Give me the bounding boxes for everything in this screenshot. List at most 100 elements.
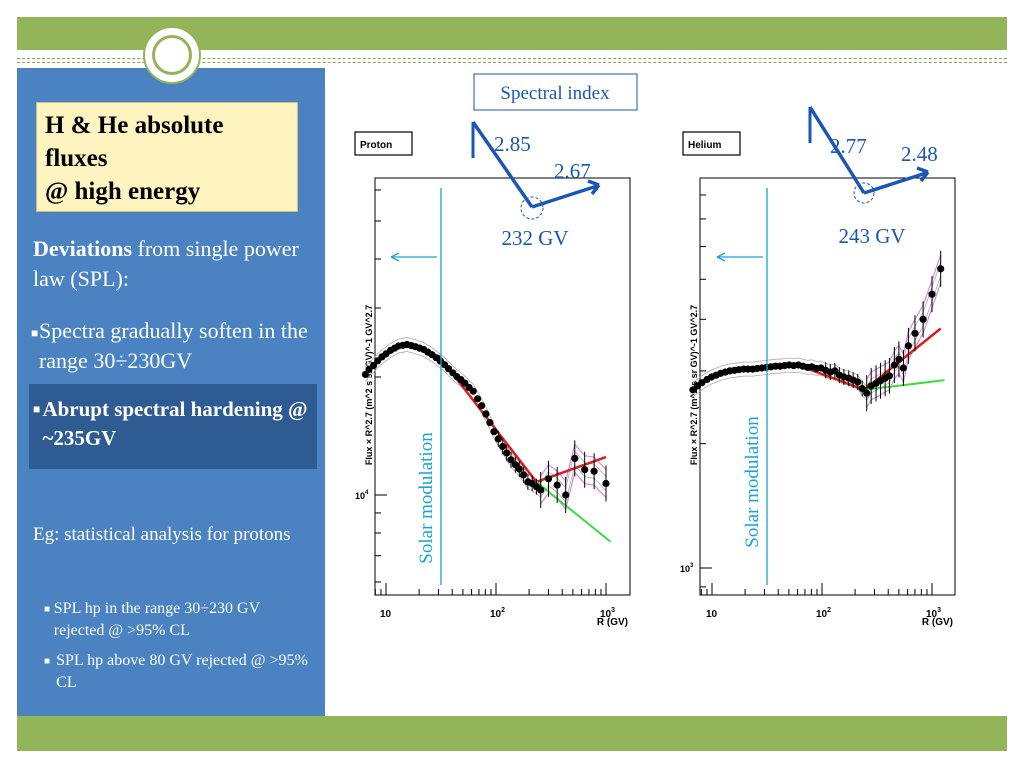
spectral-index-annotations: Spectral index 2.85 2.67 232 GV 2.77 2.48 243 … bbox=[471, 73, 938, 250]
x-axis-title: R (GV) bbox=[597, 617, 628, 628]
helium-break-label: 243 GV bbox=[838, 224, 905, 248]
index-arrow-icon bbox=[531, 184, 598, 209]
data-point bbox=[911, 329, 919, 337]
x-axis-title: R (GV) bbox=[922, 617, 953, 628]
data-point bbox=[571, 454, 579, 462]
panel-title-box bbox=[354, 131, 413, 156]
circle-emblem-icon bbox=[143, 26, 201, 84]
data-point bbox=[461, 379, 469, 387]
data-point bbox=[899, 364, 908, 372]
systematic-band bbox=[540, 443, 607, 483]
break-marker bbox=[520, 196, 544, 220]
data-point bbox=[863, 389, 871, 397]
data-point bbox=[474, 395, 482, 403]
y-axis-title: Flux × R^2.7 (m^2 s sr GV)^-1 GV^2.7 bbox=[364, 305, 374, 465]
bullet-soften: ■ Spectra gradually soften in the range 3… bbox=[31, 316, 323, 376]
data-point bbox=[503, 449, 511, 457]
deviations-text: from single power law (SPL): bbox=[33, 236, 299, 291]
data-point bbox=[369, 361, 378, 370]
proton-index-low: 2.85 bbox=[494, 132, 531, 156]
data-point bbox=[885, 372, 894, 380]
data-point bbox=[854, 378, 862, 386]
break-marker bbox=[853, 182, 875, 204]
panel-title-box bbox=[682, 131, 741, 156]
helium-index-high: 2.48 bbox=[901, 142, 938, 166]
sub-bullet-text: SPL hp above 80 GV rejected @ >95% CL bbox=[56, 652, 308, 691]
sub-bullet: ■ SPL hp above 80 GV rejected @ >95% CL bbox=[44, 650, 314, 694]
data-point bbox=[469, 387, 477, 395]
eg-paragraph: Eg: statistical analysis for protons bbox=[33, 524, 291, 545]
proton-index-high: 2.67 bbox=[554, 159, 591, 183]
data-point bbox=[519, 471, 528, 479]
solar-modulation-arrow-icon bbox=[716, 252, 726, 262]
plot-frame bbox=[699, 177, 956, 596]
helium-index-low: 2.77 bbox=[830, 134, 867, 158]
data-point bbox=[858, 384, 866, 393]
spectral-index-box bbox=[473, 73, 638, 111]
solar-modulation-label: Solar modulation bbox=[416, 432, 437, 564]
title-line: fluxes bbox=[45, 145, 108, 172]
proton-break-label: 232 GV bbox=[501, 226, 568, 250]
title-line: H & He absolute bbox=[45, 112, 224, 139]
data-point bbox=[581, 466, 589, 474]
uncertainty-band bbox=[365, 351, 607, 503]
index-line bbox=[808, 106, 866, 194]
data-point bbox=[895, 355, 903, 363]
divider-line bbox=[17, 58, 1007, 59]
panel-title: Proton bbox=[360, 140, 392, 151]
slide-title: H & He absolute fluxes @ high energy bbox=[36, 102, 298, 212]
data-point bbox=[602, 479, 610, 488]
data-point bbox=[919, 315, 927, 323]
data-point bbox=[562, 491, 570, 499]
index-line bbox=[471, 121, 534, 208]
bullet-text: Abrupt spectral hardening @ ~235GV bbox=[42, 397, 308, 450]
panel-title: Helium bbox=[688, 140, 721, 151]
data-point bbox=[361, 370, 369, 379]
plot-frame bbox=[374, 177, 631, 596]
solar-modulation-label: Solar modulation bbox=[742, 416, 763, 548]
bullet-hardening: ■ Abrupt spectral hardening @ ~235GV bbox=[33, 395, 313, 453]
sub-bullet-text: SPL hp in the range 30÷230 GV rejected @… bbox=[53, 600, 260, 639]
data-point bbox=[937, 265, 945, 273]
solar-modulation-arrow-icon bbox=[390, 252, 400, 262]
bullet-square-icon: ■ bbox=[44, 604, 51, 615]
spectral-index-label: Spectral index bbox=[500, 83, 610, 104]
sub-bullet: ■ SPL hp in the range 30÷230 GV rejected … bbox=[44, 598, 314, 642]
y-tick-label: 104 bbox=[355, 490, 369, 501]
highlight-box bbox=[29, 384, 317, 469]
data-point bbox=[486, 419, 494, 427]
index-arrow-icon bbox=[916, 166, 930, 183]
y-axis-title: Flux × R^2.7 (m^2 s sr GV)^-1 GV^2.7 bbox=[689, 305, 699, 465]
uncertainty-band bbox=[692, 275, 942, 401]
index-arrow-icon bbox=[587, 179, 601, 196]
y-tick-label: 103 bbox=[680, 563, 694, 574]
x-tick-label: 102 bbox=[816, 607, 831, 620]
data-point bbox=[544, 475, 553, 483]
bullet-text: Spectra gradually soften in the range 30… bbox=[38, 318, 308, 373]
data-point bbox=[507, 456, 515, 464]
data-point bbox=[478, 402, 486, 410]
data-point bbox=[831, 367, 839, 375]
deviations-paragraph: Deviations from single power law (SPL): bbox=[33, 234, 323, 294]
data-point bbox=[499, 442, 507, 451]
data-point bbox=[515, 465, 523, 473]
data-point bbox=[494, 435, 502, 443]
x-tick-label: 102 bbox=[490, 607, 505, 620]
data-point bbox=[590, 467, 598, 475]
deviations-bold: Deviations bbox=[33, 236, 132, 261]
divider-line bbox=[17, 62, 1007, 63]
bullet-square-icon: ■ bbox=[44, 656, 51, 667]
x-tick-label: 10 bbox=[706, 609, 718, 620]
bullet-square-icon: ■ bbox=[31, 326, 39, 340]
systematic-band bbox=[866, 282, 942, 408]
bottom-accent-bar bbox=[17, 716, 1007, 751]
data-point bbox=[890, 361, 899, 369]
title-line: @ high energy bbox=[45, 178, 201, 205]
data-point bbox=[490, 428, 498, 436]
data-point bbox=[928, 290, 936, 298]
data-point bbox=[537, 486, 545, 494]
index-arrow-icon bbox=[863, 171, 927, 195]
